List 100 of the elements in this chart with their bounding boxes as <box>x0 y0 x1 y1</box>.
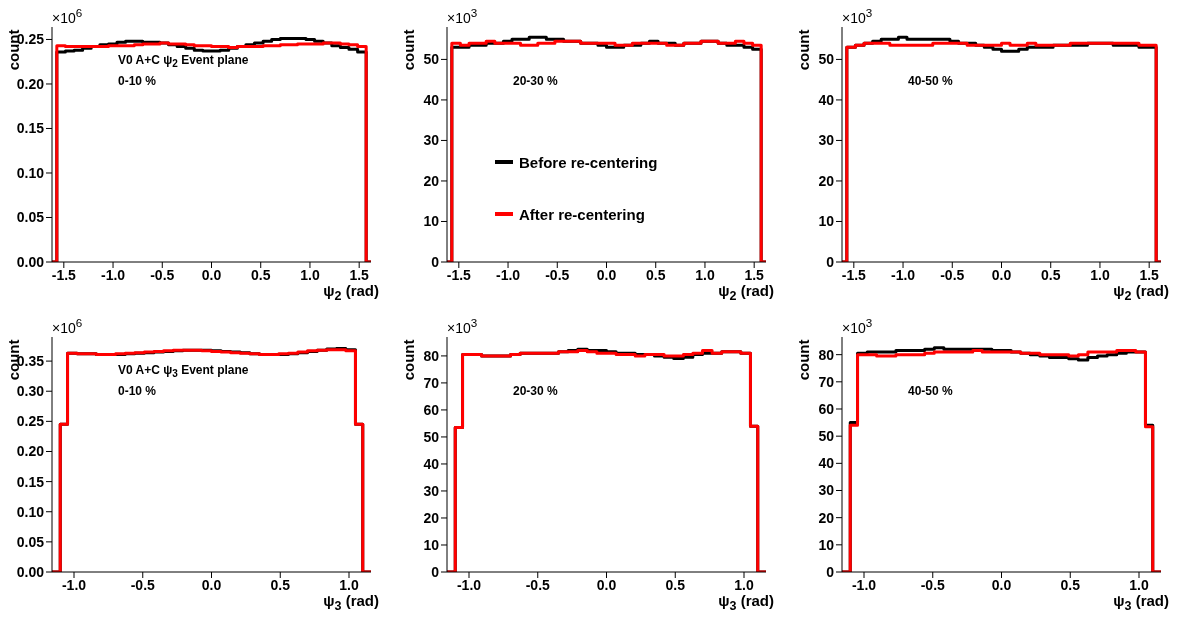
x-axis-title: ψ$_{3}$ (rad) <box>718 592 774 613</box>
y-tick-label: 0.05 <box>16 533 45 550</box>
x-tick-label: -0.5 <box>545 266 570 283</box>
legend-label: Before re-centering <box>519 153 658 171</box>
y-tick-label: 80 <box>423 347 440 364</box>
annotation: 40-50 % <box>908 74 953 90</box>
y-axis-title: count <box>399 29 417 73</box>
y-tick-label: 0 <box>826 563 835 580</box>
x-tick-label: -0.5 <box>525 576 551 593</box>
annotation: 20-30 % <box>513 74 558 90</box>
y-tick-label: 0.15 <box>16 473 45 490</box>
x-tick-label: 1.5 <box>349 266 370 283</box>
x-tick-label: 0.5 <box>665 576 686 593</box>
x-tick-label: -1.0 <box>851 576 877 593</box>
x-tick-label: -0.5 <box>940 266 965 283</box>
annotation: V0 A+C ψ$_{2}$ Event plane <box>118 53 249 72</box>
y-tick-label: 80 <box>818 346 835 363</box>
y-tick-label: 30 <box>818 482 835 499</box>
x-tick-label: 0.0 <box>991 266 1012 283</box>
y-tick-label: 40 <box>423 91 440 108</box>
y-tick-label: 0.00 <box>16 253 45 270</box>
y-tick-label: 50 <box>423 428 440 445</box>
y-tick-label: 30 <box>818 132 835 149</box>
annotation: 20-30 % <box>513 384 558 400</box>
x-tick-label: -0.5 <box>150 266 175 283</box>
x-tick-label: -0.5 <box>920 576 946 593</box>
x-tick-label: -0.5 <box>130 576 156 593</box>
annotation: V0 A+C ψ$_{3}$ Event plane <box>118 363 249 382</box>
y-tick-label: 20 <box>818 172 835 189</box>
x-tick-label: 0.0 <box>596 266 617 283</box>
y-tick-label: 70 <box>818 373 835 390</box>
y-tick-label: 60 <box>423 401 440 418</box>
y-tick-label: 0.10 <box>16 164 45 181</box>
text: ×10$^{3}$ <box>447 316 478 336</box>
y-tick-label: 10 <box>818 213 835 230</box>
y-tick-label: 60 <box>818 400 835 417</box>
y-tick-label: 10 <box>423 213 440 230</box>
y-tick-label: 40 <box>818 91 835 108</box>
text: ×10$^{3}$ <box>842 6 873 26</box>
x-tick-label: 0.0 <box>991 576 1012 593</box>
y-tick-label: 0.05 <box>16 209 45 226</box>
x-tick-label: -1.0 <box>495 266 521 283</box>
x-tick-label: 0.5 <box>250 266 271 283</box>
x-tick-label: 0.0 <box>201 266 222 283</box>
x-tick-label: 1.5 <box>1139 266 1160 283</box>
y-tick-label: 70 <box>423 374 440 391</box>
x-tick-label: 1.0 <box>1129 576 1149 593</box>
y-axis-title: count <box>794 29 812 73</box>
y-tick-label: 40 <box>423 455 440 472</box>
y-tick-label: 0 <box>826 253 835 270</box>
y-tick-label: 20 <box>818 509 835 526</box>
x-tick-label: 1.0 <box>734 576 754 593</box>
x-tick-label: -1.0 <box>890 266 916 283</box>
x-tick-label: 1.0 <box>695 266 715 283</box>
x-axis-title: ψ$_{2}$ (rad) <box>323 282 379 303</box>
x-tick-label: 0.5 <box>1040 266 1061 283</box>
x-axis-title: ψ$_{3}$ (rad) <box>323 592 379 613</box>
x-tick-label: 0.5 <box>645 266 666 283</box>
y-tick-label: 0.15 <box>16 120 45 137</box>
text: ×10$^{3}$ <box>447 6 478 26</box>
y-tick-label: 20 <box>423 509 440 526</box>
x-tick-label: 1.5 <box>744 266 765 283</box>
y-tick-label: 30 <box>423 482 440 499</box>
y-tick-label: 30 <box>423 132 440 149</box>
x-tick-label: 0.5 <box>270 576 291 593</box>
legend-label: After re-centering <box>519 205 645 223</box>
y-tick-label: 20 <box>423 172 440 189</box>
y-tick-label: 10 <box>818 536 835 553</box>
y-tick-label: 0.20 <box>16 443 45 460</box>
x-tick-label: 1.0 <box>1090 266 1110 283</box>
y-tick-label: 0.25 <box>16 413 45 430</box>
y-axis-title: count <box>399 339 417 383</box>
x-tick-label: -1.0 <box>456 576 482 593</box>
x-tick-label: 0.0 <box>201 576 222 593</box>
y-tick-label: 40 <box>818 455 835 472</box>
text: ×10$^{6}$ <box>52 316 83 336</box>
y-tick-label: 50 <box>423 51 440 68</box>
y-tick-label: 0.20 <box>16 75 45 92</box>
x-tick-label: -1.0 <box>61 576 87 593</box>
text: ×10$^{3}$ <box>842 316 873 336</box>
y-tick-label: 10 <box>423 536 440 553</box>
y-tick-label: 50 <box>818 428 835 445</box>
x-tick-label: 1.0 <box>339 576 359 593</box>
x-axis-title: ψ$_{3}$ (rad) <box>1113 592 1169 613</box>
annotation: 0-10 % <box>118 74 158 90</box>
y-axis-title: count <box>794 339 812 383</box>
annotation: 40-50 % <box>908 384 953 400</box>
x-axis-title: ψ$_{2}$ (rad) <box>718 282 774 303</box>
y-tick-label: 0 <box>431 253 440 270</box>
x-tick-label: -1.5 <box>446 266 472 283</box>
x-tick-label: 1.0 <box>300 266 320 283</box>
x-tick-label: 0.5 <box>1060 576 1081 593</box>
y-tick-label: 0.00 <box>16 563 45 580</box>
y-tick-label: 0.30 <box>16 383 45 400</box>
y-tick-label: 0 <box>431 563 440 580</box>
y-tick-label: 0.10 <box>16 503 45 520</box>
x-tick-label: -1.5 <box>51 266 77 283</box>
x-axis-title: ψ$_{2}$ (rad) <box>1113 282 1169 303</box>
text: ×10$^{6}$ <box>52 6 83 26</box>
x-tick-label: -1.5 <box>841 266 867 283</box>
